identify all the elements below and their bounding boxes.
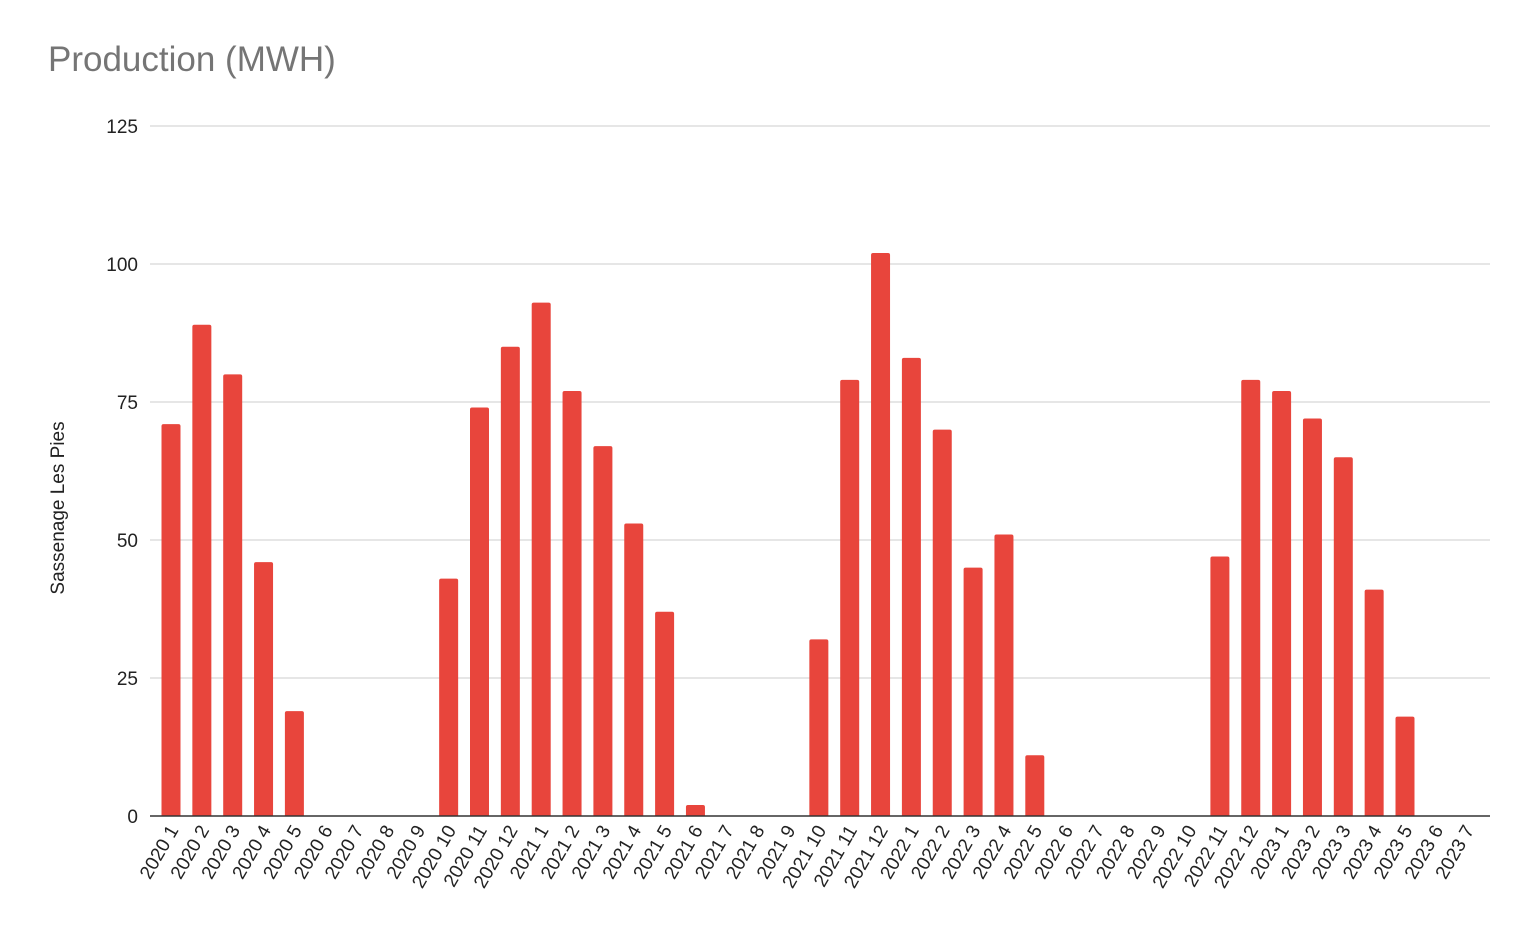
y-tick-label: 0 xyxy=(127,807,138,828)
bar xyxy=(1333,457,1353,816)
bar xyxy=(932,429,952,816)
bar xyxy=(1025,755,1045,816)
bar xyxy=(963,567,983,816)
bar xyxy=(871,252,891,816)
bar xyxy=(840,379,860,816)
bar xyxy=(1241,379,1261,816)
bar xyxy=(1272,390,1292,816)
bar xyxy=(624,523,644,816)
gridlines xyxy=(150,125,1490,679)
bar xyxy=(901,357,921,816)
bar xyxy=(1210,556,1230,816)
bar xyxy=(254,562,274,816)
bar xyxy=(223,374,243,816)
bar xyxy=(1302,418,1322,816)
bar xyxy=(655,611,675,816)
bar xyxy=(500,346,520,816)
y-tick-label: 75 xyxy=(117,393,138,414)
bar xyxy=(809,639,829,816)
y-tick-label: 25 xyxy=(117,669,138,690)
bar xyxy=(994,534,1014,816)
y-axis-ticks: 0 25 50 75 100 125 xyxy=(106,117,138,828)
chart-title: Production (MWH) xyxy=(48,40,336,79)
bar xyxy=(439,578,459,816)
bars xyxy=(161,252,1415,816)
y-tick-label: 50 xyxy=(117,531,138,552)
bar xyxy=(192,324,212,816)
bar xyxy=(593,446,613,816)
bar xyxy=(562,390,582,816)
bar xyxy=(470,407,489,816)
bar xyxy=(531,302,551,816)
y-tick-label: 125 xyxy=(106,117,138,138)
bar xyxy=(284,711,304,816)
y-tick-label: 100 xyxy=(106,255,138,276)
bar xyxy=(1395,716,1415,816)
y-axis-title: Sassenage Les Pies xyxy=(48,421,69,594)
bar xyxy=(685,804,705,816)
bar xyxy=(161,424,181,816)
bar xyxy=(1364,589,1384,816)
